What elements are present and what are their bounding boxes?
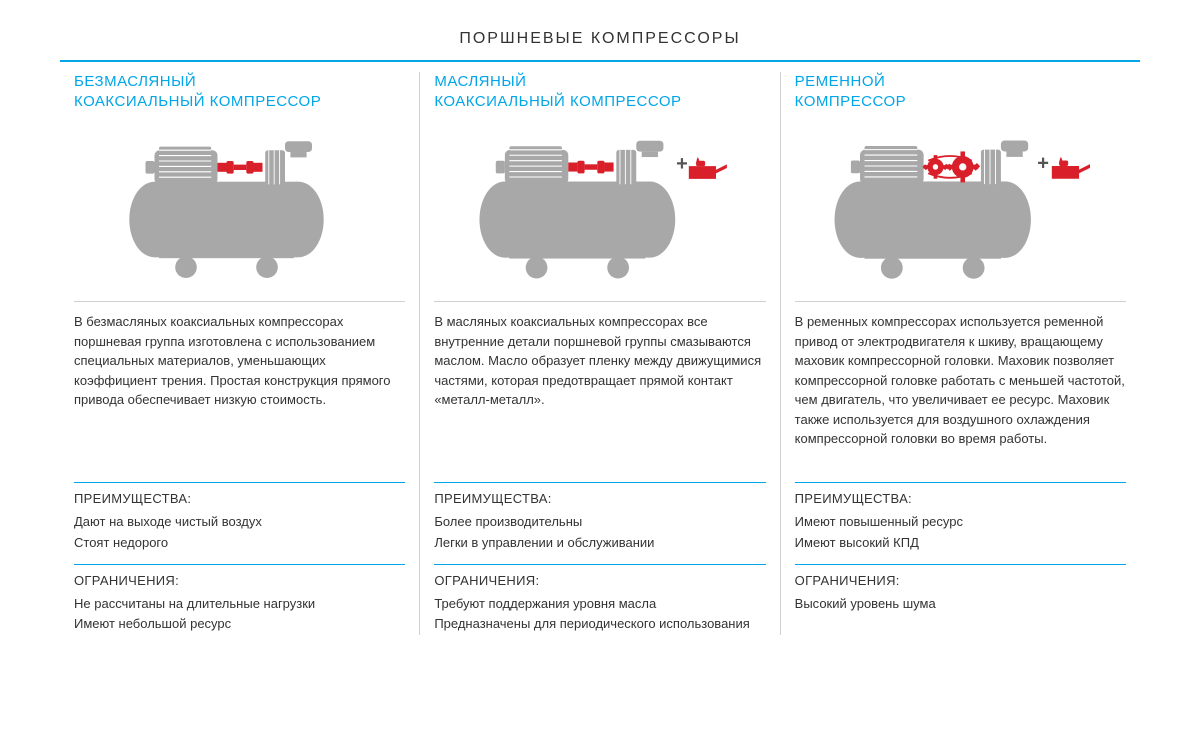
compressor-diagram: [74, 122, 405, 302]
limitations-label: ОГРАНИЧЕНИЯ:: [795, 573, 1126, 588]
column-title: БЕЗМАСЛЯНЫЙКОАКСИАЛЬНЫЙ КОМПРЕССОР: [74, 72, 405, 116]
limitations-list: Требуют поддержания уровня масла Предназ…: [434, 594, 765, 636]
advantages-label: ПРЕИМУЩЕСТВА:: [74, 491, 405, 506]
list-item: Легки в управлении и обслуживании: [434, 533, 765, 554]
list-item: Предназначены для периодического использ…: [434, 614, 765, 635]
oil-icon: [689, 157, 727, 179]
advantages-list: Дают на выходе чистый воздух Стоят недор…: [74, 512, 405, 554]
belt-icon: [923, 151, 980, 182]
description-text: В ременных компрессорах используется рем…: [795, 312, 1126, 472]
section-divider: [434, 482, 765, 483]
advantages-label: ПРЕИМУЩЕСТВА:: [434, 491, 765, 506]
svg-text:+: +: [676, 152, 688, 174]
description-text: В безмасляных коаксиальных компрессорах …: [74, 312, 405, 472]
list-item: Не рассчитаны на длительные нагрузки: [74, 594, 405, 615]
column-oil: МАСЛЯНЫЙКОАКСИАЛЬНЫЙ КОМПРЕССОР: [419, 72, 779, 635]
advantages-label: ПРЕИМУЩЕСТВА:: [795, 491, 1126, 506]
list-item: Требуют поддержания уровня масла: [434, 594, 765, 615]
list-item: Имеют повышенный ресурс: [795, 512, 1126, 533]
section-divider: [74, 482, 405, 483]
column-belt: РЕМЕННОЙКОМПРЕССОР: [780, 72, 1140, 635]
compressor-diagram: +: [795, 122, 1126, 302]
list-item: Стоят недорого: [74, 533, 405, 554]
top-divider: [60, 60, 1140, 62]
column-title: РЕМЕННОЙКОМПРЕССОР: [795, 72, 1126, 116]
list-item: Имеют небольшой ресурс: [74, 614, 405, 635]
limitations-list: Высокий уровень шума: [795, 594, 1126, 615]
list-item: Высокий уровень шума: [795, 594, 1126, 615]
section-divider: [795, 482, 1126, 483]
list-item: Дают на выходе чистый воздух: [74, 512, 405, 533]
description-text: В масляных коаксиальных компрессорах все…: [434, 312, 765, 472]
list-item: Имеют высокий КПД: [795, 533, 1126, 554]
page-title: ПОРШНЕВЫЕ КОМПРЕССОРЫ: [60, 30, 1140, 48]
advantages-list: Имеют повышенный ресурс Имеют высокий КП…: [795, 512, 1126, 554]
columns-container: БЕЗМАСЛЯНЫЙКОАКСИАЛЬНЫЙ КОМПРЕССОР: [60, 72, 1140, 635]
column-oilfree: БЕЗМАСЛЯНЫЙКОАКСИАЛЬНЫЙ КОМПРЕССОР: [60, 72, 419, 635]
section-divider: [434, 564, 765, 565]
section-divider: [795, 564, 1126, 565]
list-item: Более производительны: [434, 512, 765, 533]
limitations-list: Не рассчитаны на длительные нагрузки Име…: [74, 594, 405, 636]
advantages-list: Более производительны Легки в управлении…: [434, 512, 765, 554]
section-divider: [74, 564, 405, 565]
limitations-label: ОГРАНИЧЕНИЯ:: [74, 573, 405, 588]
oil-icon: [1052, 156, 1090, 178]
column-title: МАСЛЯНЫЙКОАКСИАЛЬНЫЙ КОМПРЕССОР: [434, 72, 765, 116]
svg-text:+: +: [1038, 152, 1050, 174]
compressor-diagram: +: [434, 122, 765, 302]
limitations-label: ОГРАНИЧЕНИЯ:: [434, 573, 765, 588]
